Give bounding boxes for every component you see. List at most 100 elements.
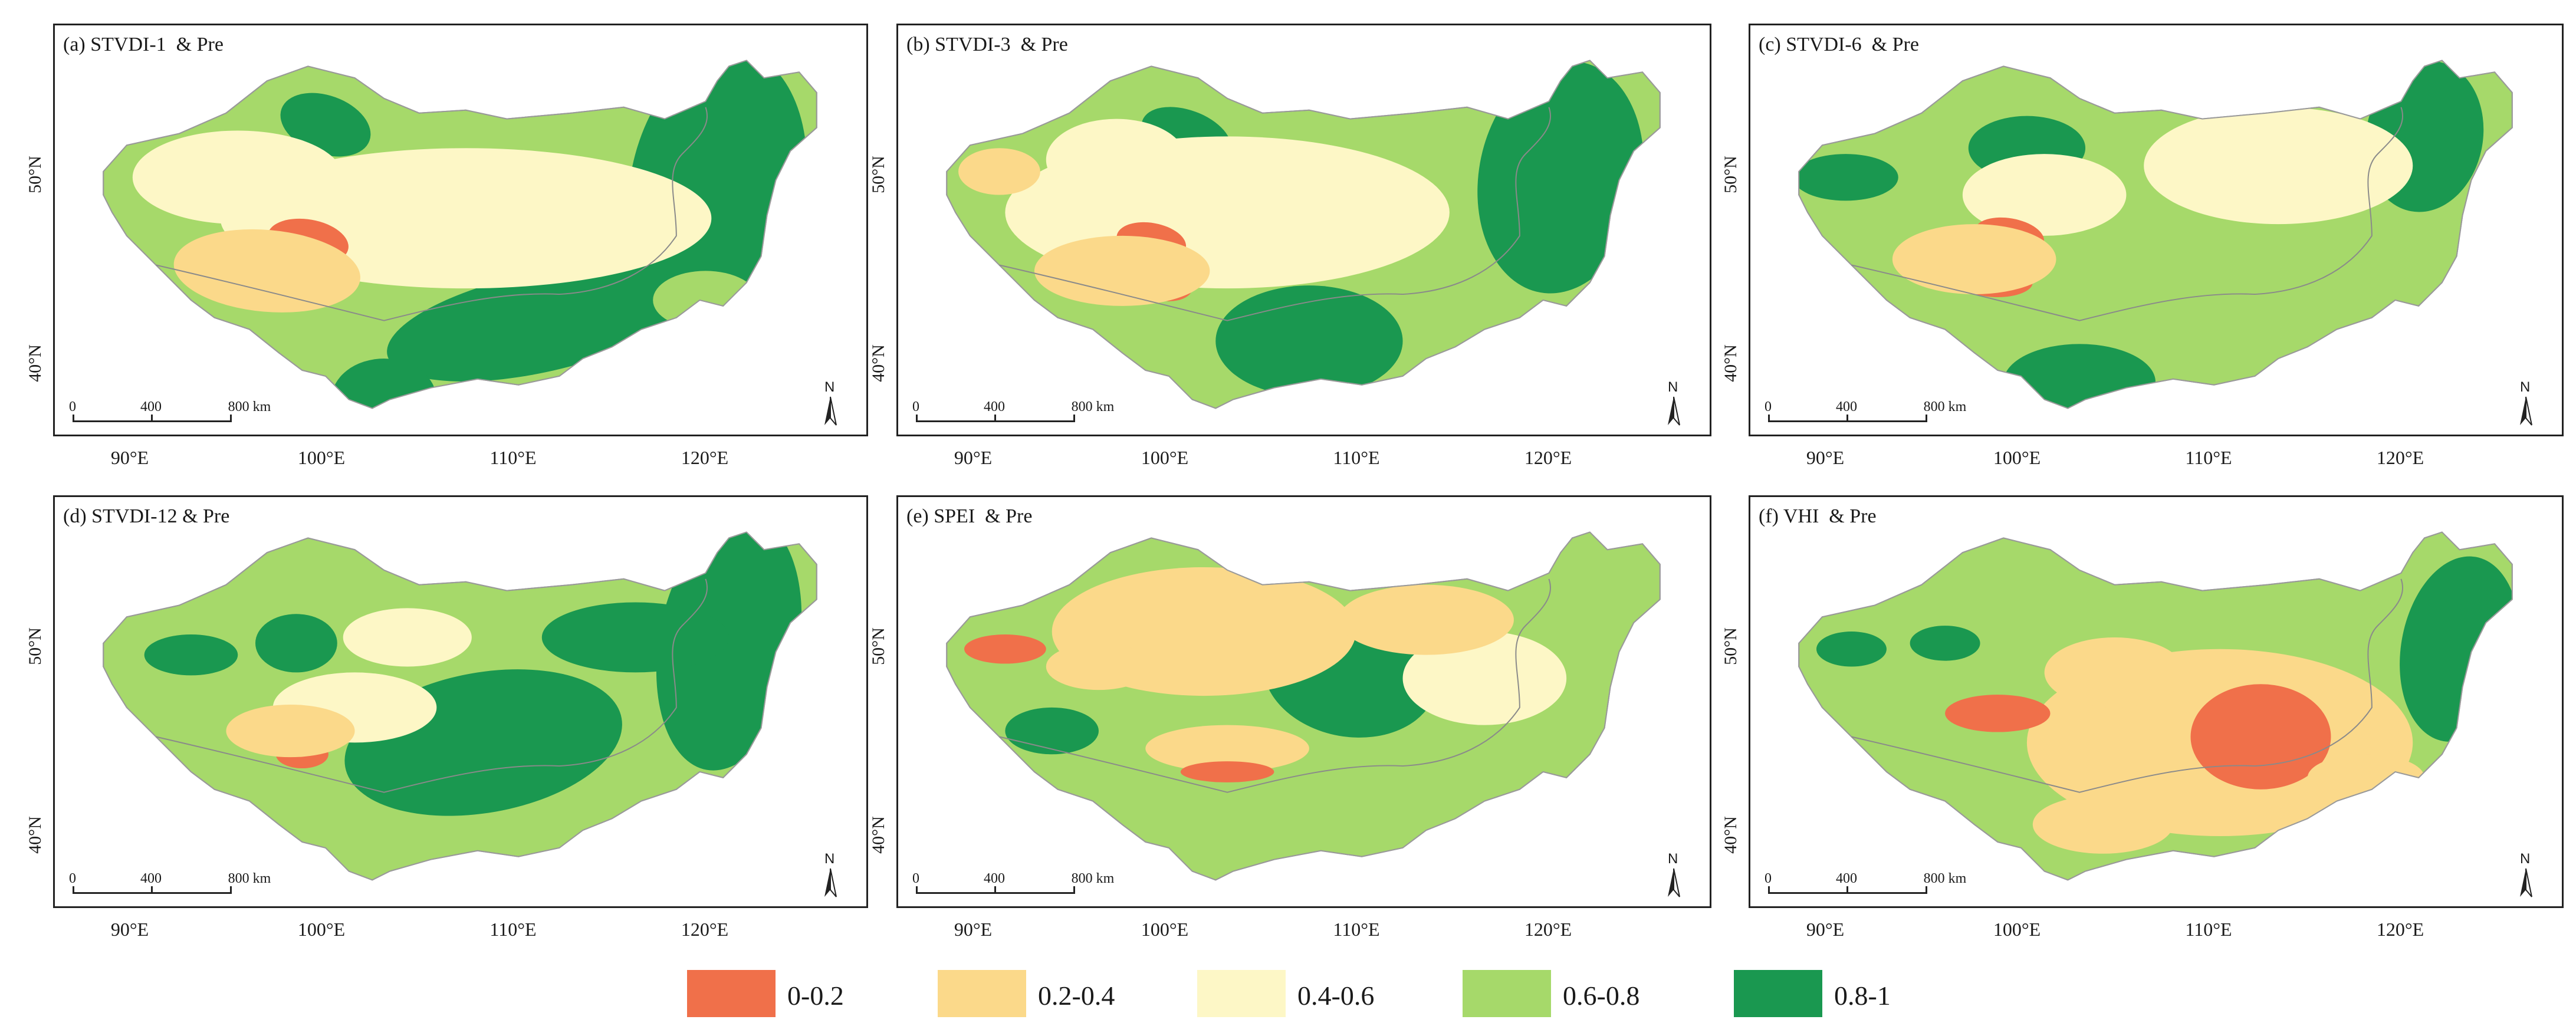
legend-swatch — [1463, 970, 1551, 1017]
value-patch — [1005, 707, 1099, 755]
region-outline — [1798, 531, 2513, 881]
lon-label: 100°E — [1141, 447, 1189, 468]
map-frame: (e) SPEI & Pre 0 400 800 km N — [896, 495, 1711, 908]
value-patch — [2266, 235, 2361, 295]
scale-label: 0 — [69, 399, 76, 415]
lon-label: 120°E — [1524, 447, 1572, 468]
region-outline — [103, 60, 817, 409]
value-patch — [2307, 754, 2425, 801]
lon-label: 120°E — [2376, 447, 2424, 468]
region-outline — [103, 531, 817, 881]
lat-label: 50°N — [868, 627, 888, 665]
lon-label: 100°E — [1993, 919, 2041, 940]
scale-label: 0 — [912, 871, 919, 886]
value-patch — [958, 148, 1040, 195]
north-letter: N — [1668, 379, 1678, 395]
lat-label: 40°N — [868, 344, 888, 382]
map-region — [1798, 60, 2513, 409]
north-letter: N — [2520, 379, 2531, 395]
value-patch — [255, 614, 337, 673]
north-letter: N — [1668, 851, 1678, 867]
north-letter: N — [2520, 851, 2531, 867]
map-region — [1798, 531, 2513, 881]
scale-label: 0 — [912, 399, 919, 415]
map-frame: (a) STVDI-1 & Pre 0 400 800 km N — [53, 24, 868, 436]
lon-label: 120°E — [2376, 919, 2424, 940]
value-patch — [1034, 235, 1210, 306]
legend-label: 0.6-0.8 — [1563, 981, 1640, 1011]
value-patch — [1477, 61, 1644, 294]
lat-label: 50°N — [868, 156, 888, 193]
lat-label: 40°N — [25, 344, 45, 382]
value-patch — [1046, 643, 1152, 690]
lon-label: 100°E — [1141, 919, 1189, 940]
north-letter: N — [824, 851, 835, 867]
value-patch — [1799, 154, 1898, 201]
lon-label: 90°E — [110, 447, 149, 468]
map-frame: (d) STVDI-12 & Pre 0 400 800 km N — [53, 495, 868, 908]
panel-title: (c) STVDI-6 & Pre — [1759, 34, 1919, 55]
region-outline — [1798, 60, 2513, 409]
lon-label: 110°E — [2185, 919, 2232, 940]
lon-label: 110°E — [1333, 447, 1380, 468]
panel-title: (a) STVDI-1 & Pre — [63, 34, 224, 55]
lon-label: 90°E — [1806, 447, 1845, 468]
country-border — [156, 578, 708, 793]
scale-bar: 0 400 800 km — [912, 399, 1114, 426]
panel-title: (f) VHI & Pre — [1759, 505, 1877, 527]
lat-label: 40°N — [1720, 344, 1740, 382]
value-patch — [2044, 637, 2185, 708]
legend-swatch — [687, 970, 776, 1017]
legend-swatch — [938, 970, 1026, 1017]
value-patch — [1945, 695, 2051, 732]
lat-label: 40°N — [1720, 816, 1740, 854]
scale-label: 800 km — [228, 871, 271, 886]
scale-label: 0 — [1765, 399, 1772, 415]
scale-bar: 0 400 800 km — [1765, 871, 1966, 898]
map-region — [103, 531, 817, 881]
map-frame: (f) VHI & Pre 0 400 800 km N — [1749, 495, 2564, 908]
region-outline — [946, 60, 1661, 409]
scale-label: 800 km — [228, 399, 271, 415]
legend-label: 0.8-1 — [1834, 981, 1891, 1011]
lon-label: 110°E — [489, 447, 537, 468]
lon-label: 100°E — [297, 447, 346, 468]
lon-label: 110°E — [2185, 447, 2232, 468]
value-patch — [1215, 285, 1403, 397]
north-arrow-icon: N — [816, 851, 845, 898]
legend: 0-0.2 0.2-0.4 0.4-0.6 0.6-0.8 0.8-1 — [0, 967, 2576, 1020]
scale-label: 400 — [1836, 871, 1857, 886]
scale-bar: 0 400 800 km — [1765, 399, 1966, 426]
north-arrow-icon: N — [2511, 379, 2541, 426]
scale-bar: 0 400 800 km — [69, 399, 271, 426]
lat-label: 50°N — [1720, 627, 1740, 665]
country-border — [156, 107, 708, 321]
country-border — [999, 578, 1551, 793]
lon-label: 90°E — [110, 919, 149, 940]
map-frame: (c) STVDI-6 & Pre 0 400 800 km N — [1749, 24, 2564, 436]
value-patch — [2144, 107, 2413, 225]
value-patch — [1910, 626, 1980, 661]
legend-swatch — [1734, 970, 1822, 1017]
scale-label: 400 — [1836, 399, 1857, 415]
legend-swatch — [1197, 970, 1286, 1017]
scale-label: 800 km — [1071, 399, 1115, 415]
value-patch — [173, 229, 360, 313]
legend-label: 0-0.2 — [787, 981, 844, 1011]
lon-label: 120°E — [681, 447, 729, 468]
lon-label: 120°E — [1524, 919, 1572, 940]
lon-label: 100°E — [297, 919, 346, 940]
panel-title: (d) STVDI-12 & Pre — [63, 505, 230, 527]
value-patch — [1180, 761, 1274, 782]
map-region — [946, 60, 1661, 409]
north-arrow-icon: N — [1659, 379, 1688, 426]
map-region — [946, 531, 1661, 881]
north-letter: N — [824, 379, 835, 395]
value-patch — [1145, 725, 1309, 772]
value-patch — [1962, 154, 2127, 236]
scale-label: 800 km — [1923, 871, 1967, 886]
value-patch — [343, 608, 472, 667]
lon-label: 100°E — [1993, 447, 2041, 468]
lon-label: 90°E — [954, 919, 993, 940]
panel-title: (b) STVDI-3 & Pre — [906, 34, 1068, 55]
